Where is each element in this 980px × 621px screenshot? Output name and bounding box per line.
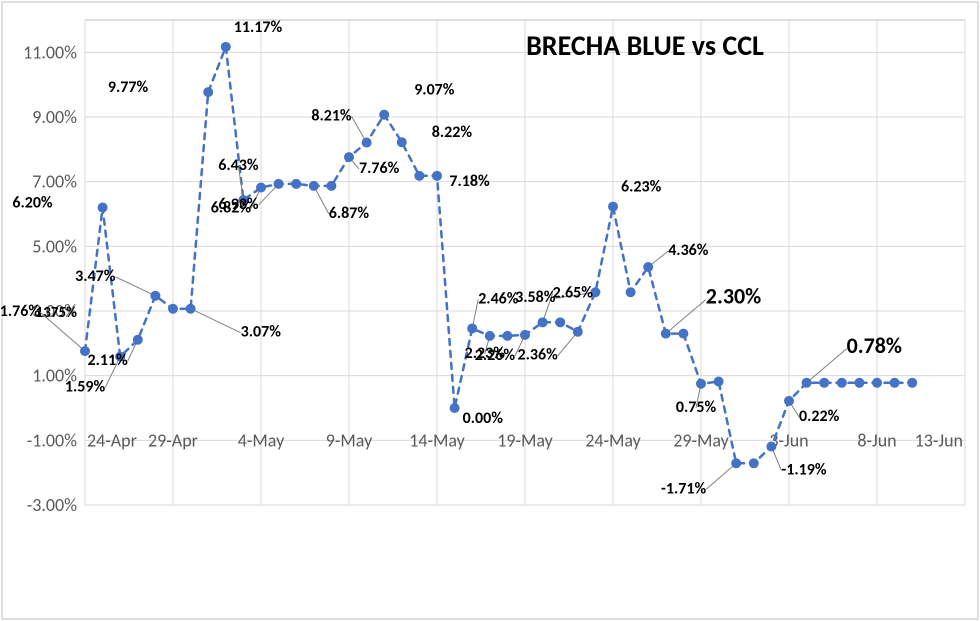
data-marker [326, 181, 336, 191]
data-marker [714, 376, 724, 386]
data-marker [731, 458, 741, 468]
data-marker [907, 378, 917, 388]
chart-title: BRECHA BLUE vs CCL [526, 28, 764, 63]
data-marker [221, 42, 231, 52]
data-marker [766, 441, 776, 451]
data-label: 9.77% [108, 78, 149, 97]
data-label: 8.22% [432, 123, 473, 142]
data-label: 6.23% [621, 178, 662, 197]
data-marker [784, 396, 794, 406]
data-marker [643, 262, 653, 272]
data-marker [696, 379, 706, 389]
data-marker [520, 330, 530, 340]
leader-line [807, 349, 847, 383]
data-label: 8.21% [311, 107, 352, 126]
data-label: 6.87% [329, 204, 370, 223]
x-tick-label: 29-Apr [148, 429, 198, 451]
data-marker [819, 378, 829, 388]
data-marker [203, 87, 213, 97]
x-tick-label: 13-Jun [915, 429, 963, 451]
x-tick-label: 8-Jun [857, 429, 896, 451]
data-label: 2.46% [478, 289, 519, 308]
data-marker [573, 327, 583, 337]
data-label: 1.76% [0, 302, 40, 321]
data-marker [626, 287, 636, 297]
data-marker [344, 152, 354, 162]
x-tick-label: 29-May [673, 429, 729, 451]
data-label: -1.71% [661, 479, 707, 498]
data-label: 6.20% [12, 194, 53, 213]
data-marker [414, 171, 424, 181]
data-marker [432, 171, 442, 181]
x-tick-label: 24-Apr [87, 429, 137, 451]
x-tick-label: 19-May [497, 429, 553, 451]
data-label: 3.07% [241, 323, 282, 342]
y-tick-label: 7.00% [32, 171, 77, 193]
data-label: 0.00% [463, 409, 504, 428]
data-marker [379, 110, 389, 120]
data-marker [397, 137, 407, 147]
data-marker [256, 182, 266, 192]
data-marker [749, 458, 759, 468]
leader-line [666, 300, 706, 334]
data-marker [608, 202, 618, 212]
x-tick-label: 24-May [585, 429, 641, 451]
y-tick-label: 5.00% [32, 235, 77, 257]
data-marker [467, 323, 477, 333]
data-label: 4.36% [668, 241, 709, 260]
data-label: 7.18% [449, 172, 490, 191]
data-marker [186, 304, 196, 314]
data-label: 2.26% [475, 346, 516, 365]
data-marker [555, 317, 565, 327]
y-tick-label: 11.00% [23, 41, 77, 63]
data-label: 3.47% [75, 267, 116, 286]
data-marker [890, 378, 900, 388]
overlap-y-label: 1375% [36, 304, 77, 322]
data-label: -1.19% [781, 460, 827, 479]
data-marker [538, 317, 548, 327]
data-marker [133, 335, 143, 345]
data-marker [485, 331, 495, 341]
data-marker [362, 138, 372, 148]
data-label: 3.58% [515, 288, 556, 307]
leader-line [706, 463, 736, 489]
data-label: 0.75% [676, 398, 717, 417]
data-label: 6.93% [218, 195, 259, 214]
x-tick-label: 4-May [238, 429, 285, 451]
data-label: 0.78% [847, 332, 902, 359]
data-marker [291, 179, 301, 189]
leader-line [115, 277, 155, 296]
data-label: 11.17% [234, 18, 283, 37]
data-marker [309, 181, 319, 191]
data-label: 2.65% [553, 283, 594, 302]
x-tick-label: 14-May [409, 429, 465, 451]
y-tick-label: -1.00% [27, 429, 77, 451]
chart-svg: -3.00%-1.00%1.00%3.00%5.00%7.00%9.00%11.… [0, 0, 980, 621]
data-label: 7.76% [359, 159, 400, 178]
data-label: 0.22% [799, 407, 840, 426]
data-marker [837, 378, 847, 388]
data-label: 2.36% [518, 346, 559, 365]
leader-line [191, 309, 241, 333]
y-tick-label: -3.00% [27, 494, 77, 516]
chart-container: -3.00%-1.00%1.00%3.00%5.00%7.00%9.00%11.… [0, 0, 980, 621]
data-marker [502, 331, 512, 341]
data-label: 2.30% [706, 283, 761, 310]
x-tick-label: 9-May [326, 429, 373, 451]
data-marker [872, 378, 882, 388]
data-marker [274, 179, 284, 189]
data-marker [661, 329, 671, 339]
data-marker [98, 203, 108, 213]
data-label: 2.11% [88, 351, 129, 370]
data-marker [802, 378, 812, 388]
data-marker [854, 378, 864, 388]
data-marker [168, 304, 178, 314]
data-label: 1.59% [65, 378, 106, 397]
data-label: 6.43% [218, 156, 259, 175]
data-label: 9.07% [414, 81, 455, 100]
data-marker [450, 403, 460, 413]
data-marker [150, 291, 160, 301]
data-marker [678, 329, 688, 339]
y-tick-label: 9.00% [32, 106, 77, 128]
